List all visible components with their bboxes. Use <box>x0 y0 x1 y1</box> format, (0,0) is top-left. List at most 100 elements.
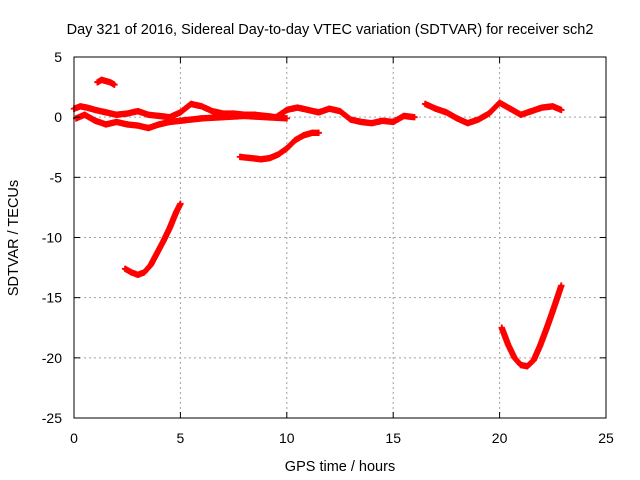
data-point <box>538 104 546 111</box>
data-point <box>145 111 152 118</box>
data-point <box>102 121 110 128</box>
data-point <box>262 113 269 121</box>
data-point <box>358 118 365 126</box>
data-series <box>94 76 118 88</box>
data-point <box>558 106 565 114</box>
data-point <box>292 136 299 144</box>
data-point <box>453 115 461 122</box>
data-point <box>549 103 556 110</box>
data-point <box>336 107 344 115</box>
x-tick-label: 25 <box>598 430 614 446</box>
data-point <box>536 342 544 349</box>
data-point <box>524 363 531 370</box>
x-tick-label: 0 <box>70 430 78 446</box>
data-point <box>294 104 301 111</box>
data-point <box>315 109 322 116</box>
data-point <box>504 341 512 348</box>
data-point <box>496 99 503 106</box>
data-point <box>134 107 142 115</box>
data-point <box>219 113 227 121</box>
data-point <box>549 307 556 315</box>
data-point <box>155 121 163 128</box>
data-point <box>147 261 154 269</box>
data-layer <box>70 76 565 370</box>
data-point <box>198 115 205 122</box>
data-point <box>400 112 408 120</box>
data-point <box>166 118 173 126</box>
data-point <box>528 107 535 115</box>
data-point <box>124 121 131 128</box>
data-point <box>209 107 216 115</box>
data-point <box>421 100 429 108</box>
data-point <box>177 200 184 208</box>
data-point <box>106 79 114 86</box>
data-point <box>347 116 354 123</box>
data-point <box>124 110 131 117</box>
data-point <box>198 103 205 110</box>
data-point <box>92 106 99 114</box>
data-point <box>304 106 312 114</box>
data-point <box>98 76 105 84</box>
data-marker-trail <box>498 283 565 370</box>
data-point <box>543 325 550 333</box>
y-tick-label: -15 <box>42 290 62 306</box>
data-series <box>72 111 290 132</box>
y-tick-label: 0 <box>54 109 62 125</box>
data-point <box>128 269 135 276</box>
y-tick-label: -25 <box>42 410 62 426</box>
data-point <box>94 79 101 86</box>
data-point <box>443 109 450 116</box>
data-point <box>511 354 518 362</box>
data-point <box>172 209 180 216</box>
data-point <box>517 111 525 118</box>
data-point <box>475 116 482 123</box>
data-point <box>241 112 248 120</box>
data-series <box>70 100 418 127</box>
data-point <box>177 117 184 124</box>
data-point <box>283 115 290 122</box>
data-point <box>160 237 167 245</box>
y-tick-label: -10 <box>42 230 62 246</box>
data-point <box>134 122 142 129</box>
data-point <box>464 119 471 127</box>
data-point <box>368 119 376 127</box>
x-axis-label: GPS time / hours <box>285 459 395 475</box>
data-point <box>81 111 88 118</box>
data-point <box>411 113 418 121</box>
data-point <box>113 111 120 118</box>
data-point <box>517 361 525 369</box>
data-series <box>498 282 565 370</box>
data-point <box>113 118 120 126</box>
x-tick-label: 15 <box>385 430 401 446</box>
data-point <box>187 100 195 108</box>
data-point <box>134 271 142 279</box>
data-series <box>121 200 184 279</box>
data-point <box>155 112 163 120</box>
data-point <box>300 132 308 139</box>
data-point <box>121 265 129 272</box>
x-tick-label: 10 <box>279 430 295 446</box>
data-point <box>145 124 152 132</box>
x-tick-label: 20 <box>492 430 508 446</box>
data-point <box>236 153 244 161</box>
data-point <box>187 116 195 123</box>
data-point <box>266 154 273 162</box>
y-tick-label: 5 <box>54 49 62 65</box>
data-point <box>432 105 439 112</box>
data-point <box>83 104 90 111</box>
data-point <box>177 109 184 116</box>
data-point <box>485 110 493 117</box>
data-point <box>111 81 118 88</box>
y-tick-label: -5 <box>50 169 63 185</box>
data-point <box>166 224 173 232</box>
data-point <box>77 103 84 110</box>
data-point <box>247 154 254 162</box>
data-point <box>283 106 290 114</box>
data-point <box>102 77 110 85</box>
data-point <box>102 109 110 116</box>
y-axis-label: SDTVAR / TECUs <box>6 180 22 296</box>
data-series <box>236 129 322 163</box>
data-point <box>309 129 316 137</box>
data-point <box>379 117 386 124</box>
